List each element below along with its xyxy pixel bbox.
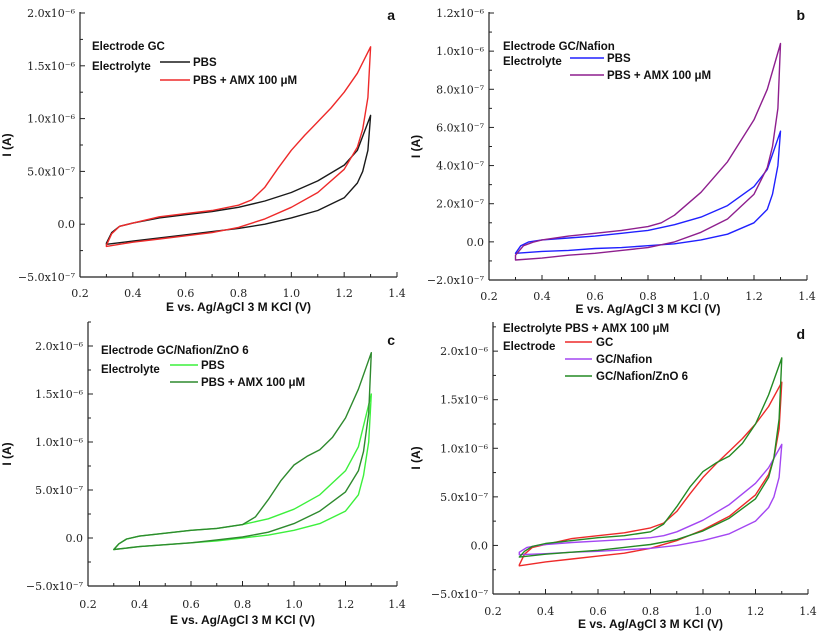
x-tick-label: 0.2: [480, 290, 498, 303]
panel-label: c: [387, 332, 395, 348]
x-tick-label: 0.6: [182, 598, 200, 611]
series-line-c-1: [113, 352, 372, 551]
y-axis-title: I (A): [0, 442, 14, 465]
y-tick-label: 0.0: [467, 236, 485, 249]
y-tick-label: 8.0x10⁻⁷: [436, 83, 485, 96]
x-tick-label: 1.2: [337, 598, 355, 611]
x-tick-label: 1.0: [694, 605, 712, 618]
x-tick-label: 0.6: [589, 605, 607, 618]
y-tick-label: 1.5x10⁻⁶: [35, 388, 84, 401]
x-axis-title: E vs. Ag/AgCl 3 M KCl (V): [578, 617, 723, 631]
legend-header: Electrode GC/Nafion/ZnO 6: [101, 345, 249, 357]
legend-header: Electrode: [503, 341, 555, 353]
x-tick-label: 0.2: [79, 598, 97, 611]
chart-panel-b: 0.2 0.4 0.6 0.8 1.0 1.2 1.4 −2.0x10⁻⁷ 0.0 2.0x10⁻…: [409, 7, 816, 316]
y-tick-label: 0.0: [66, 532, 84, 545]
panel-label: a: [387, 7, 395, 23]
series-line-d-2: [518, 357, 783, 558]
series-line-c-0: [113, 393, 372, 551]
x-tick-label: 1.4: [388, 598, 406, 611]
series-line-b-1: [514, 42, 782, 261]
x-tick-label: 0.4: [533, 290, 551, 303]
x-tick-label: 1.2: [747, 605, 765, 618]
y-tick-label: 1.0x10⁻⁶: [436, 45, 485, 58]
x-tick-label: 0.4: [537, 605, 555, 618]
legend-label: GC/Nafion: [596, 354, 652, 366]
x-tick-label: 0.6: [586, 290, 604, 303]
y-tick-label: 5.0x10⁻⁷: [27, 165, 76, 178]
series-line-b-0: [514, 130, 782, 254]
y-tick-label: 0.0: [471, 539, 489, 552]
legend-header: Electrode GC: [92, 41, 165, 53]
y-tick-label: −5.0x10⁻⁷: [26, 580, 84, 593]
legend-header: Electrolyte: [101, 364, 160, 376]
y-tick-label: 2.0x10⁻⁷: [436, 198, 485, 211]
x-tick-label: 1.4: [388, 287, 406, 300]
x-tick-label: 1.2: [335, 287, 353, 300]
y-axis-title: I (A): [409, 135, 423, 158]
x-tick-label: 0.8: [234, 598, 252, 611]
x-tick-label: 0.8: [639, 290, 657, 303]
y-tick-label: 6.0x10⁻⁷: [436, 121, 485, 134]
x-tick-label: 0.2: [484, 605, 502, 618]
x-tick-label: 0.4: [124, 287, 142, 300]
legend-header: Electrode GC/Nafion: [503, 41, 615, 53]
series-line-a-1: [105, 46, 372, 248]
x-tick-label: 1.4: [798, 290, 816, 303]
y-tick-label: 2.0x10⁻⁶: [440, 345, 489, 358]
y-tick-label: 4.0x10⁻⁷: [436, 160, 485, 173]
y-tick-label: 5.0x10⁻⁷: [35, 484, 84, 497]
panel-label: b: [796, 7, 805, 23]
y-tick-label: 1.0x10⁻⁶: [35, 436, 84, 449]
y-axis-title: I (A): [409, 446, 423, 469]
x-tick-label: 0.8: [230, 287, 248, 300]
x-tick-label: 0.4: [131, 598, 149, 611]
x-tick-label: 0.6: [177, 287, 195, 300]
legend-header: Electrolyte: [503, 56, 562, 68]
legend-header: Electrolyte PBS + AMX 100 μM: [503, 323, 669, 335]
series-line-d-0: [518, 381, 783, 567]
legend-label: GC: [596, 337, 613, 349]
y-tick-label: 1.2x10⁻⁶: [436, 7, 485, 20]
y-axis-title: I (A): [0, 133, 14, 156]
y-tick-label: 2.0x10⁻⁶: [35, 340, 84, 353]
legend-label: GC/Nafion/ZnO 6: [596, 371, 688, 383]
series-line-a-0: [105, 114, 372, 245]
legend-label: PBS: [193, 57, 217, 69]
x-axis-title: E vs. Ag/AgCl 3 M KCl (V): [576, 302, 721, 316]
chart-panel-d: 0.2 0.4 0.6 0.8 1.0 1.2 1.4 −5.0x10⁻⁷ 0.0 5.0x10⁻…: [409, 322, 817, 631]
y-tick-label: −5.0x10⁻⁷: [431, 588, 489, 601]
x-tick-label: 1.4: [799, 605, 817, 618]
legend-label: PBS + AMX 100 μM: [201, 377, 305, 389]
x-tick-label: 1.0: [692, 290, 710, 303]
y-tick-label: 1.0x10⁻⁶: [440, 442, 489, 455]
x-tick-label: 1.2: [745, 290, 763, 303]
legend-label: PBS + AMX 100 μM: [193, 75, 297, 87]
legend-label: PBS: [607, 53, 631, 65]
y-tick-label: 0.0: [58, 218, 76, 231]
x-axis-title: E vs. Ag/AgCl 3 M KCl (V): [166, 300, 311, 314]
panel-label: d: [796, 326, 805, 342]
x-tick-label: 1.0: [283, 287, 301, 300]
x-tick-label: 0.8: [642, 605, 660, 618]
y-tick-label: 2.0x10⁻⁶: [27, 7, 76, 20]
legend-header: Electrolyte: [92, 61, 151, 73]
y-tick-label: 1.5x10⁻⁶: [440, 394, 489, 407]
y-tick-label: 5.0x10⁻⁷: [440, 491, 489, 504]
legend-label: PBS: [201, 360, 225, 372]
legend-label: PBS + AMX 100 μM: [607, 70, 711, 82]
x-tick-label: 1.0: [285, 598, 303, 611]
y-tick-label: −5.0x10⁻⁷: [18, 271, 76, 284]
x-axis-title: E vs. Ag/AgCl 3 M KCl (V): [170, 613, 315, 627]
series-line-d-1: [518, 443, 783, 556]
y-tick-label: −2.0x10⁻⁷: [427, 274, 485, 287]
x-tick-label: 0.2: [71, 287, 89, 300]
chart-panel-c: 0.2 0.4 0.6 0.8 1.0 1.2 1.4 −5.0x10⁻⁷ 0.0 5.0x10⁻…: [0, 321, 406, 627]
y-tick-label: 1.5x10⁻⁶: [27, 60, 76, 73]
chart-panel-a: 0.2 0.4 0.6 0.8 1.0 1.2 1.4 −5.0x10⁻⁷ 0.0 5.0x10⁻…: [0, 7, 406, 314]
y-tick-label: 1.0x10⁻⁶: [27, 113, 76, 126]
